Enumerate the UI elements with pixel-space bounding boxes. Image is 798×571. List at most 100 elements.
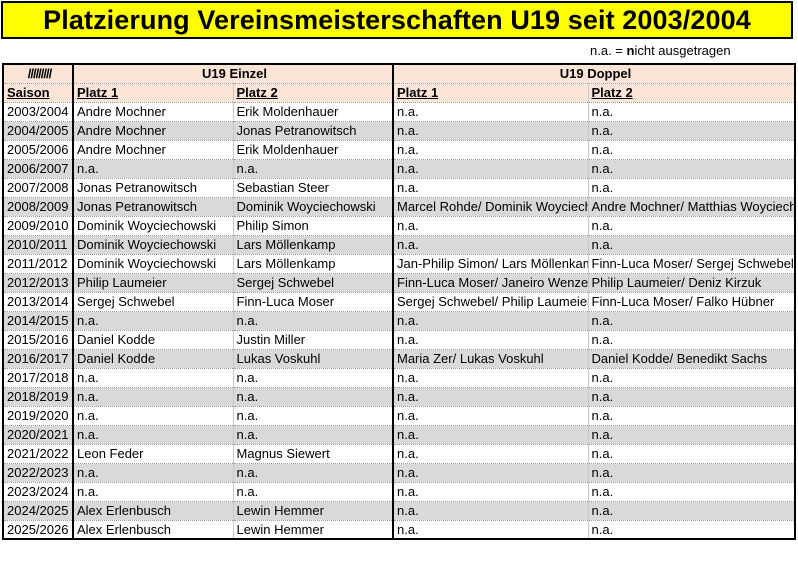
cell-einzel-platz1: Andre Mochner xyxy=(73,121,233,140)
table-row: 2009/2010 Dominik Woyciechowski Philip Sim… xyxy=(3,216,795,235)
table-row: 2013/2014 Sergej Schwebel Finn-Luca Moser S… xyxy=(3,292,795,311)
cell-doppel-platz2: n.a. xyxy=(588,121,795,140)
table-row: 2018/2019 n.a. n.a. n.a. n.a. xyxy=(3,387,795,406)
table-row: 2016/2017 Daniel Kodde Lukas Voskuhl Maria … xyxy=(3,349,795,368)
cell-einzel-platz1: Andre Mochner xyxy=(73,102,233,121)
cell-doppel-platz1: n.a. xyxy=(393,444,588,463)
cell-doppel-platz1: Marcel Rohde/ Dominik Woyciechowski xyxy=(393,197,588,216)
hatch-cell: ///////// xyxy=(3,64,73,83)
cell-einzel-platz1: Alex Erlenbusch xyxy=(73,501,233,520)
table-row: 2008/2009 Jonas Petranowitsch Dominik Woyc… xyxy=(3,197,795,216)
cell-saison: 2025/2026 xyxy=(3,520,73,539)
cell-einzel-platz2: Finn-Luca Moser xyxy=(233,292,393,311)
column-header-einzel-platz1: Platz 1 xyxy=(73,83,233,102)
table-row: 2004/2005 Andre Mochner Jonas Petranowitsc… xyxy=(3,121,795,140)
cell-doppel-platz2: n.a. xyxy=(588,216,795,235)
cell-einzel-platz1: Jonas Petranowitsch xyxy=(73,178,233,197)
cell-doppel-platz1: n.a. xyxy=(393,178,588,197)
cell-einzel-platz2: n.a. xyxy=(233,387,393,406)
cell-doppel-platz2: Daniel Kodde/ Benedikt Sachs xyxy=(588,349,795,368)
table-row: 2005/2006 Andre Mochner Erik Moldenhauer n.… xyxy=(3,140,795,159)
cell-einzel-platz1: n.a. xyxy=(73,368,233,387)
cell-saison: 2010/2011 xyxy=(3,235,73,254)
cell-einzel-platz1: n.a. xyxy=(73,463,233,482)
cell-einzel-platz2: Dominik Woyciechowski xyxy=(233,197,393,216)
legend-prefix: n.a. = xyxy=(590,43,627,58)
cell-einzel-platz1: n.a. xyxy=(73,425,233,444)
cell-doppel-platz2: n.a. xyxy=(588,235,795,254)
cell-doppel-platz1: n.a. xyxy=(393,425,588,444)
cell-doppel-platz2: n.a. xyxy=(588,482,795,501)
table-row: 2021/2022 Leon Feder Magnus Siewert n.a. n.a… xyxy=(3,444,795,463)
cell-saison: 2024/2025 xyxy=(3,501,73,520)
cell-einzel-platz2: n.a. xyxy=(233,368,393,387)
cell-einzel-platz2: Sebastian Steer xyxy=(233,178,393,197)
cell-doppel-platz1: n.a. xyxy=(393,520,588,539)
cell-einzel-platz1: n.a. xyxy=(73,387,233,406)
cell-einzel-platz2: Justin Miller xyxy=(233,330,393,349)
cell-saison: 2005/2006 xyxy=(3,140,73,159)
table-body: 2003/2004 Andre Mochner Erik Moldenhauer n.… xyxy=(3,102,795,539)
cell-einzel-platz2: n.a. xyxy=(233,159,393,178)
cell-einzel-platz2: Sergej Schwebel xyxy=(233,273,393,292)
cell-einzel-platz1: Daniel Kodde xyxy=(73,349,233,368)
group-header-row: ///////// U19 Einzel U19 Doppel xyxy=(3,64,795,83)
table-row: 2014/2015 n.a. n.a. n.a. n.a. xyxy=(3,311,795,330)
cell-einzel-platz2: n.a. xyxy=(233,406,393,425)
group-header-doppel: U19 Doppel xyxy=(393,64,795,83)
cell-doppel-platz1: n.a. xyxy=(393,368,588,387)
cell-doppel-platz1: n.a. xyxy=(393,102,588,121)
column-header-doppel-platz1: Platz 1 xyxy=(393,83,588,102)
cell-doppel-platz2: n.a. xyxy=(588,463,795,482)
cell-doppel-platz2: Finn-Luca Moser/ Falko Hübner xyxy=(588,292,795,311)
cell-doppel-platz2: n.a. xyxy=(588,178,795,197)
cell-einzel-platz1: Sergej Schwebel xyxy=(73,292,233,311)
group-header-einzel: U19 Einzel xyxy=(73,64,393,83)
cell-saison: 2015/2016 xyxy=(3,330,73,349)
cell-doppel-platz1: n.a. xyxy=(393,311,588,330)
cell-doppel-platz1: n.a. xyxy=(393,330,588,349)
column-header-row: Saison Platz 1 Platz 2 Platz 1 Platz 2 xyxy=(3,83,795,102)
cell-doppel-platz1: n.a. xyxy=(393,387,588,406)
cell-doppel-platz2: n.a. xyxy=(588,425,795,444)
cell-doppel-platz2: n.a. xyxy=(588,159,795,178)
cell-einzel-platz1: Dominik Woyciechowski xyxy=(73,216,233,235)
cell-einzel-platz2: n.a. xyxy=(233,463,393,482)
cell-doppel-platz2: Finn-Luca Moser/ Sergej Schwebel xyxy=(588,254,795,273)
cell-doppel-platz2: n.a. xyxy=(588,406,795,425)
cell-doppel-platz1: n.a. xyxy=(393,121,588,140)
cell-einzel-platz1: Daniel Kodde xyxy=(73,330,233,349)
column-header-saison: Saison xyxy=(3,83,73,102)
title-bar: Platzierung Vereinsmeisterschaften U19 s… xyxy=(1,1,793,39)
cell-einzel-platz1: n.a. xyxy=(73,406,233,425)
cell-einzel-platz2: Lewin Hemmer xyxy=(233,501,393,520)
cell-saison: 2004/2005 xyxy=(3,121,73,140)
cell-doppel-platz1: n.a. xyxy=(393,159,588,178)
cell-einzel-platz1: Dominik Woyciechowski xyxy=(73,235,233,254)
column-header-doppel-platz2: Platz 2 xyxy=(588,83,795,102)
cell-einzel-platz2: n.a. xyxy=(233,425,393,444)
cell-saison: 2019/2020 xyxy=(3,406,73,425)
cell-doppel-platz2: n.a. xyxy=(588,501,795,520)
cell-einzel-platz2: n.a. xyxy=(233,311,393,330)
cell-einzel-platz1: n.a. xyxy=(73,159,233,178)
cell-einzel-platz1: Dominik Woyciechowski xyxy=(73,254,233,273)
cell-doppel-platz1: Sergej Schwebel/ Philip Laumeier xyxy=(393,292,588,311)
table-row: 2003/2004 Andre Mochner Erik Moldenhauer n.… xyxy=(3,102,795,121)
cell-einzel-platz2: Lars Möllenkamp xyxy=(233,254,393,273)
table-row: 2025/2026 Alex Erlenbusch Lewin Hemmer n.a.… xyxy=(3,520,795,539)
cell-einzel-platz2: Lars Möllenkamp xyxy=(233,235,393,254)
cell-einzel-platz2: Lukas Voskuhl xyxy=(233,349,393,368)
cell-saison: 2003/2004 xyxy=(3,102,73,121)
cell-saison: 2009/2010 xyxy=(3,216,73,235)
cell-einzel-platz1: n.a. xyxy=(73,482,233,501)
table-row: 2012/2013 Philip Laumeier Sergej Schwebel F… xyxy=(3,273,795,292)
cell-doppel-platz2: n.a. xyxy=(588,102,795,121)
column-header-einzel-platz2: Platz 2 xyxy=(233,83,393,102)
cell-saison: 2018/2019 xyxy=(3,387,73,406)
cell-saison: 2007/2008 xyxy=(3,178,73,197)
cell-doppel-platz1: n.a. xyxy=(393,406,588,425)
cell-doppel-platz1: n.a. xyxy=(393,501,588,520)
cell-doppel-platz1: n.a. xyxy=(393,140,588,159)
cell-einzel-platz1: Andre Mochner xyxy=(73,140,233,159)
